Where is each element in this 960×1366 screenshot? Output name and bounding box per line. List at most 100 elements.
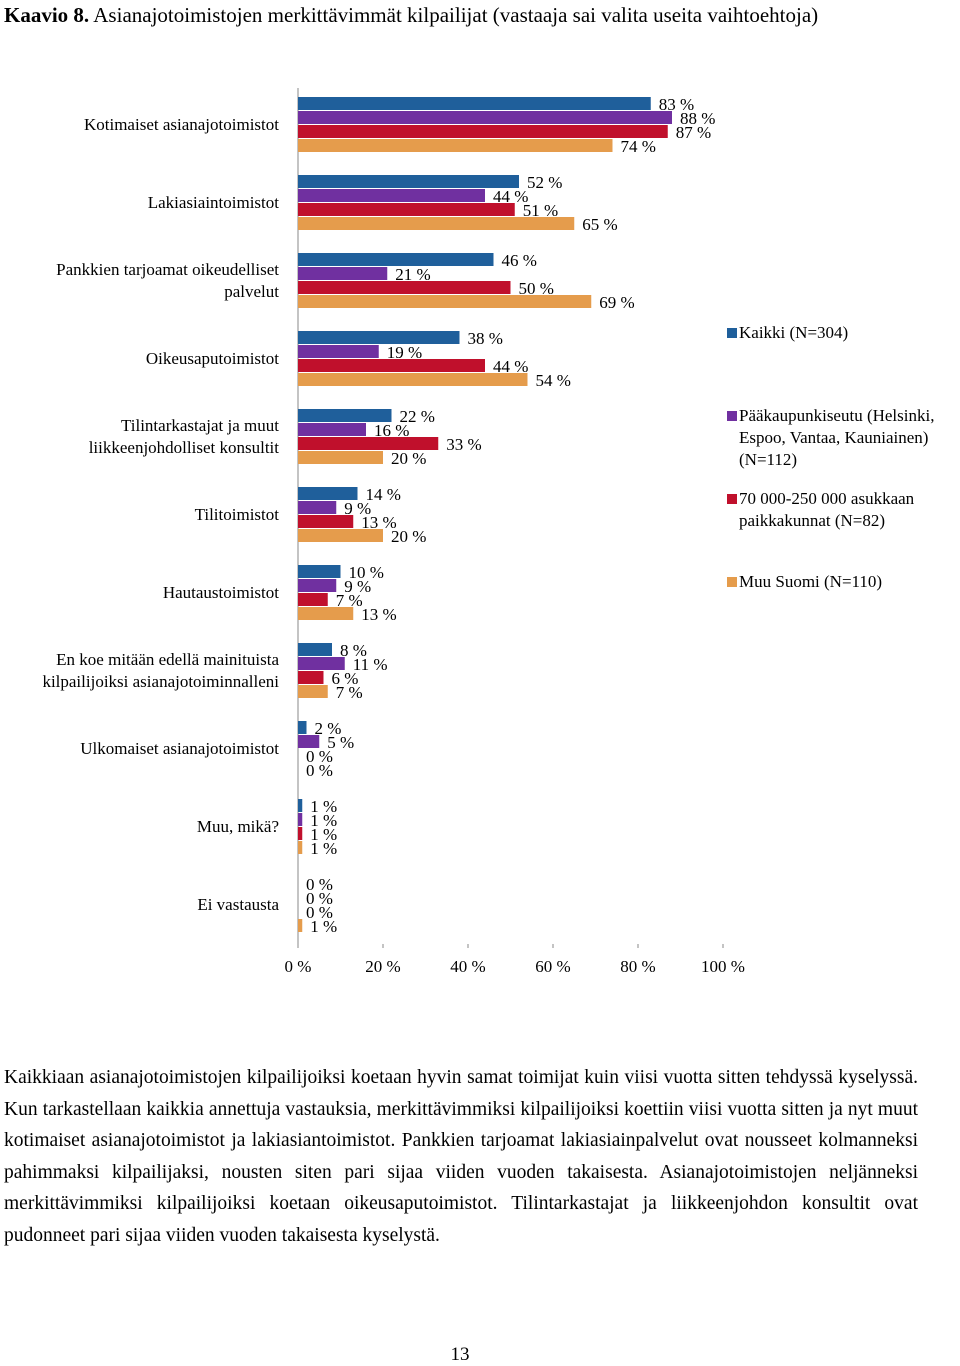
data-label: 54 % <box>536 371 571 390</box>
bar <box>298 813 303 826</box>
bar <box>298 451 383 464</box>
category-label: Kotimaiset asianajotoimistot <box>83 115 279 134</box>
category-label: Muu, mikä? <box>196 817 279 836</box>
data-label: 87 % <box>676 123 711 142</box>
data-label: 50 % <box>519 279 554 298</box>
data-label: 0 % <box>306 761 333 780</box>
data-label: 38 % <box>468 329 503 348</box>
bar <box>298 529 383 542</box>
data-label: 6 % <box>332 669 359 688</box>
category-label: Tilitoimistot <box>194 505 279 524</box>
data-label: 44 % <box>493 357 528 376</box>
data-label: 0 % <box>306 889 333 908</box>
bar <box>298 515 354 528</box>
data-label: 5 % <box>327 733 354 752</box>
category-label: Ei vastausta <box>197 895 279 914</box>
bar <box>298 607 354 620</box>
bar <box>298 799 303 812</box>
heading: Kaavio 8. Asianajotoimistojen merkittävi… <box>4 0 954 31</box>
data-label: 2 % <box>315 719 342 738</box>
x-tick-label: 100 % <box>701 957 745 976</box>
data-label: 22 % <box>400 407 435 426</box>
data-label: 13 % <box>361 513 396 532</box>
x-tick-label: 80 % <box>620 957 655 976</box>
page-number: 13 <box>450 1344 470 1365</box>
bar <box>298 125 668 138</box>
data-label: 1 % <box>310 797 337 816</box>
bar <box>298 487 358 500</box>
category-label: Pankkien tarjoamat oikeudelliset palvelu… <box>56 260 279 301</box>
figure-title: Asianajotoimistojen merkittävimmät kilpa… <box>93 3 819 27</box>
legend-marker <box>727 577 737 587</box>
data-label: 8 % <box>340 641 367 660</box>
data-label: 0 % <box>306 875 333 894</box>
data-label: 83 % <box>659 95 694 114</box>
bar <box>298 217 575 230</box>
data-label: 13 % <box>361 605 396 624</box>
data-label: 20 % <box>391 449 426 468</box>
data-label: 1 % <box>310 839 337 858</box>
bar <box>298 685 328 698</box>
bar <box>298 267 388 280</box>
bar <box>298 359 485 372</box>
category-label: Ulkomaiset asianajotoimistot <box>80 739 279 758</box>
chart: 0 % 20 % 40 % 60 % 80 % 100 % 83 %88 %87 % 74 %… <box>285 88 745 976</box>
bar <box>298 203 515 216</box>
bar <box>298 593 328 606</box>
category-label: Oikeusaputoimistot <box>145 349 279 368</box>
category-label: Lakiasiaintoimistot <box>147 193 279 212</box>
data-label: 14 % <box>366 485 401 504</box>
x-tick-label: 60 % <box>535 957 570 976</box>
bar <box>298 373 528 386</box>
data-label: 1 % <box>310 825 337 844</box>
bar <box>298 295 592 308</box>
bar <box>298 253 494 266</box>
data-label: 21 % <box>395 265 430 284</box>
legend-label: Kaikki (N=304) <box>739 323 849 342</box>
bar <box>298 97 651 110</box>
bar <box>298 111 672 124</box>
data-label: 52 % <box>527 173 562 192</box>
bar <box>298 735 320 748</box>
bar <box>298 331 460 344</box>
bar <box>298 139 613 152</box>
legend-marker <box>727 328 737 338</box>
bar <box>298 671 324 684</box>
bar <box>298 501 337 514</box>
data-label: 51 % <box>523 201 558 220</box>
bar <box>298 827 303 840</box>
bar <box>298 841 303 854</box>
data-label: 1 % <box>310 811 337 830</box>
x-tick-label: 20 % <box>365 957 400 976</box>
legend-label: Pääkaupunkiseutu (Helsinki, Espoo, Vanta… <box>739 406 935 469</box>
bar <box>298 657 345 670</box>
data-label: 16 % <box>374 421 409 440</box>
bar <box>298 175 519 188</box>
legend-label: Muu Suomi (N=110) <box>739 572 883 591</box>
category-label: En koe mitään edellä mainituista kilpail… <box>42 650 279 691</box>
bar <box>298 281 511 294</box>
bar <box>298 423 366 436</box>
data-label: 20 % <box>391 527 426 546</box>
bar <box>298 565 341 578</box>
legend-marker <box>727 494 737 504</box>
data-label: 0 % <box>306 903 333 922</box>
x-tick-label: 0 % <box>285 957 312 976</box>
bar <box>298 189 485 202</box>
bar <box>298 721 307 734</box>
data-label: 88 % <box>680 109 715 128</box>
data-label: 7 % <box>336 591 363 610</box>
data-label: 0 % <box>306 747 333 766</box>
category-label: Tilintarkastajat ja muut liikkeenjohdoll… <box>88 416 279 457</box>
bar <box>298 919 303 932</box>
bar <box>298 409 392 422</box>
data-label: 1 % <box>310 917 337 936</box>
data-label: 33 % <box>446 435 481 454</box>
data-label: 44 % <box>493 187 528 206</box>
bar <box>298 345 379 358</box>
data-label: 69 % <box>599 293 634 312</box>
x-tick-label: 40 % <box>450 957 485 976</box>
bar <box>298 437 439 450</box>
data-label: 9 % <box>344 499 371 518</box>
